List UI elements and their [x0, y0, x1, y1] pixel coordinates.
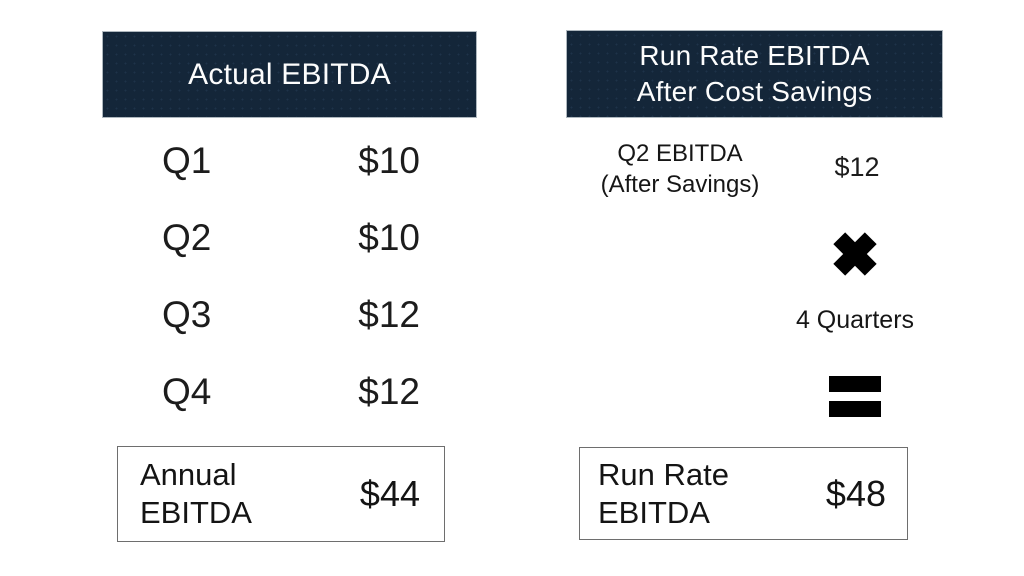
quarter-row-q4: Q4 $12	[162, 371, 420, 413]
equals-bar-bottom	[829, 401, 881, 417]
annual-ebitda-label: Annual EBITDA	[140, 457, 252, 530]
run-rate-ebitda-total-box: Run Rate EBITDA $48	[579, 447, 908, 540]
q2-ebitda-after-savings-value: $12	[834, 152, 880, 182]
equals-icon	[829, 376, 881, 417]
quarter-value: $12	[358, 294, 420, 335]
quarter-label: Q1	[162, 140, 212, 181]
actual-ebitda-header-label: Actual EBITDA	[188, 57, 391, 91]
quarter-row-q2: Q2 $10	[162, 217, 420, 259]
quarter-label: Q3	[162, 294, 212, 335]
four-quarters-label: 4 Quarters	[795, 306, 915, 334]
run-rate-ebitda-label: Run Rate EBITDA	[598, 456, 729, 530]
run-rate-header-line1: Run Rate EBITDA	[639, 40, 870, 72]
quarter-row-q1: Q1 $10	[162, 140, 420, 182]
quarter-row-q3: Q3 $12	[162, 294, 420, 336]
q2-ebitda-after-savings-label: Q2 EBITDA (After Savings)	[600, 140, 760, 199]
annual-ebitda-total-box: Annual EBITDA $44	[117, 446, 445, 542]
quarter-value: $12	[358, 371, 420, 412]
quarter-label: Q2	[162, 217, 212, 258]
annual-ebitda-value: $44	[359, 473, 420, 514]
multiply-icon	[829, 228, 881, 280]
run-rate-header-line2: After Cost Savings	[636, 76, 873, 107]
actual-ebitda-header: Actual EBITDA	[102, 31, 477, 118]
run-rate-ebitda-value: $48	[825, 472, 886, 514]
quarter-label: Q4	[162, 371, 212, 412]
run-rate-ebitda-header: Run Rate EBITDA After Cost Savings	[566, 30, 943, 118]
quarter-value: $10	[358, 140, 420, 181]
quarter-value: $10	[358, 217, 420, 258]
equals-bar-top	[829, 376, 881, 392]
